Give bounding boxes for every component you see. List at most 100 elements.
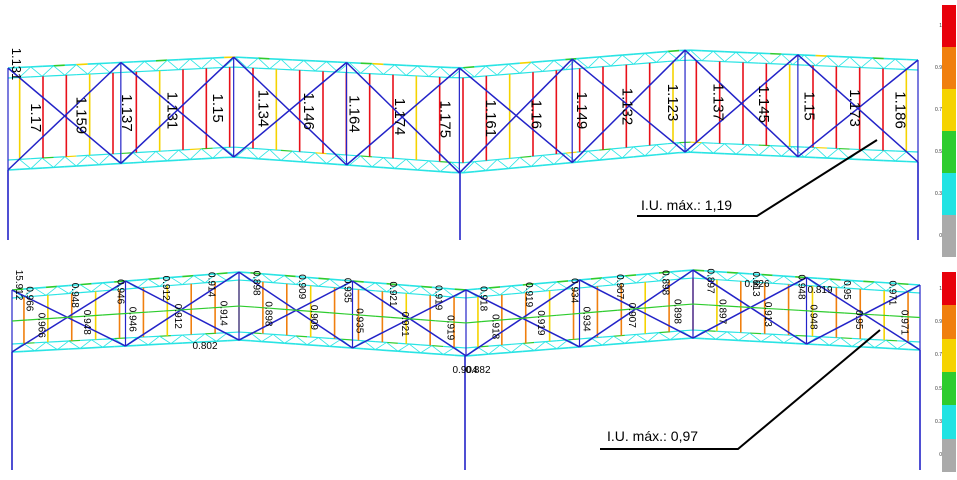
chord-lacing [159,277,172,287]
top-chord-segment [34,286,47,290]
top-chord-segment [511,284,523,287]
chord-lacing [656,51,669,63]
bottom-chord-segment [545,347,557,351]
mid-chord-segment [708,304,724,307]
chord-lacing [246,57,259,68]
top-chord-segment [136,278,149,281]
bottom-chord-segment [193,341,205,344]
mid-chord-segment [541,314,557,318]
chord-lacing [371,63,384,75]
chord-lacing [769,53,782,64]
legend-tick-label: 0.7 [935,352,942,359]
top-chord-segment [307,276,319,280]
chord-lacing [261,273,274,283]
chord-lacing [838,56,851,67]
bottom-chord-segment [579,345,591,348]
bottom-chord-segment [488,352,501,355]
member-utilization-label: 1.134 [254,90,271,128]
bottom-chord-segment [647,332,659,335]
top-chord-segment [216,272,228,275]
chord-lacing [235,56,248,68]
top-chord-segment [726,271,739,274]
upper-color-legend: 1 0.9 0.7 0.5 0.3 0 [935,5,956,257]
chord-lacing [443,287,455,298]
bottom-chord-segment [269,158,282,162]
chord-lacing [178,58,191,70]
bottom-chord-segment [417,159,429,162]
chord-lacing [34,341,47,352]
chord-lacing [485,159,498,171]
top-chord-segment [499,293,512,296]
bottom-chord-segment [565,161,577,165]
chord-lacing [817,278,830,287]
bottom-chord-segment [76,154,88,157]
diagonal-member [458,58,573,174]
top-chord-segment [250,272,262,275]
mid-chord-segment [753,307,769,310]
chord-lacing [295,335,308,346]
top-chord-segment [522,291,535,294]
bottom-chord-segment [588,149,600,152]
top-chord-segment [863,280,875,283]
top-chord-segment [656,50,668,54]
chord-lacing [874,339,887,348]
bottom-chord-segment [783,342,796,345]
top-chord-segment [565,68,577,71]
mid-chord-segment [723,305,739,308]
member-utilization-label: 1.15 [209,93,226,122]
chord-lacing [329,278,342,289]
top-chord-segment [406,74,418,77]
chord-lacing [360,155,373,168]
chord-lacing [542,60,555,72]
bottom-chord-segment [829,336,841,339]
chord-lacing [272,334,285,344]
member-utilization-label: 0.919 [444,315,455,340]
top-chord-segment [727,279,739,282]
mid-chord-segment [314,311,330,314]
top-chord-segment [474,75,486,78]
bottom-chord-segment [477,353,489,356]
chord-lacing [704,271,716,280]
mid-chord-segment [27,318,43,321]
chord-lacing [496,159,509,169]
top-chord-segment [590,277,603,280]
bottom-chord-segment [204,340,217,343]
mid-chord-segment [102,313,118,316]
member-utilization-label: 1.173 [846,89,863,127]
bottom-chord-segment [11,350,24,353]
bottom-chord-segment [246,157,259,160]
member-utilization-label: 0.921 [387,281,398,306]
top-chord-segment [599,65,611,68]
chord-lacing [499,344,512,353]
bottom-chord-segment [908,348,921,351]
bottom-chord-segment [624,341,637,345]
bottom-chord-segment [553,162,566,166]
top-chord-segment [454,296,467,299]
diagonal-member [11,280,126,353]
chord-lacing [64,64,77,76]
bottom-chord-segment [795,334,807,337]
chord-lacing [885,339,898,350]
bottom-chord-segment [749,340,762,343]
top-chord-segment [189,57,202,60]
mid-chord-segment [420,319,436,322]
mid-chord-segment [768,307,784,311]
chord-lacing [826,148,839,159]
top-chord-segment [349,72,361,74]
top-chord-segment [633,62,646,65]
top-chord-segment [91,290,103,293]
bottom-chord-segment [303,151,316,154]
mid-chord-segment [405,317,421,321]
chord-lacing [872,150,885,161]
top-chord-segment [258,67,270,70]
bottom-chord-segment [656,143,668,146]
top-chord-segment [633,52,646,55]
top-chord-segment [167,69,179,71]
bottom-chord-segment [465,354,478,357]
chord-lacing [428,160,441,172]
top-chord-segment [588,66,600,69]
top-chord-segment [76,73,88,76]
top-chord-segment [576,56,589,60]
top-chord-segment [144,70,156,72]
chord-lacing [30,157,43,169]
